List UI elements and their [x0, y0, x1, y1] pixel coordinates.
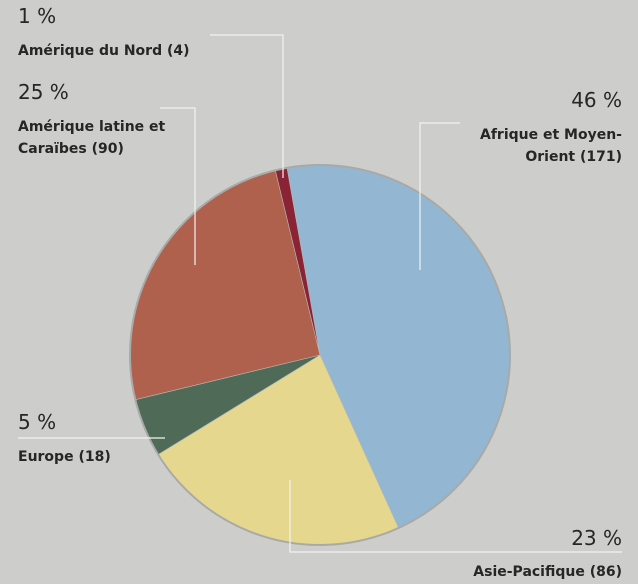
percent-label: 1 %: [18, 4, 57, 28]
percent-label: 5 %: [18, 410, 57, 434]
leader-line: [160, 107, 196, 265]
category-label: Asie-Pacifique (86): [473, 564, 622, 580]
leader-line: [210, 34, 284, 178]
percent-label: 46 %: [571, 88, 622, 112]
wedges: [129, 164, 511, 546]
pie-outline: [129, 164, 511, 546]
category-label: Amérique latine et Caraïbes (90): [18, 119, 166, 157]
category-label: Amérique du Nord (4): [18, 43, 190, 59]
percent-label: 23 %: [571, 526, 622, 550]
category-label: Afrique et Moyen-Orient (171): [480, 127, 622, 165]
percent-label: 25 %: [18, 80, 69, 104]
leader-line: [419, 122, 460, 270]
category-label: Europe (18): [18, 449, 111, 465]
leader-line: [289, 480, 622, 553]
